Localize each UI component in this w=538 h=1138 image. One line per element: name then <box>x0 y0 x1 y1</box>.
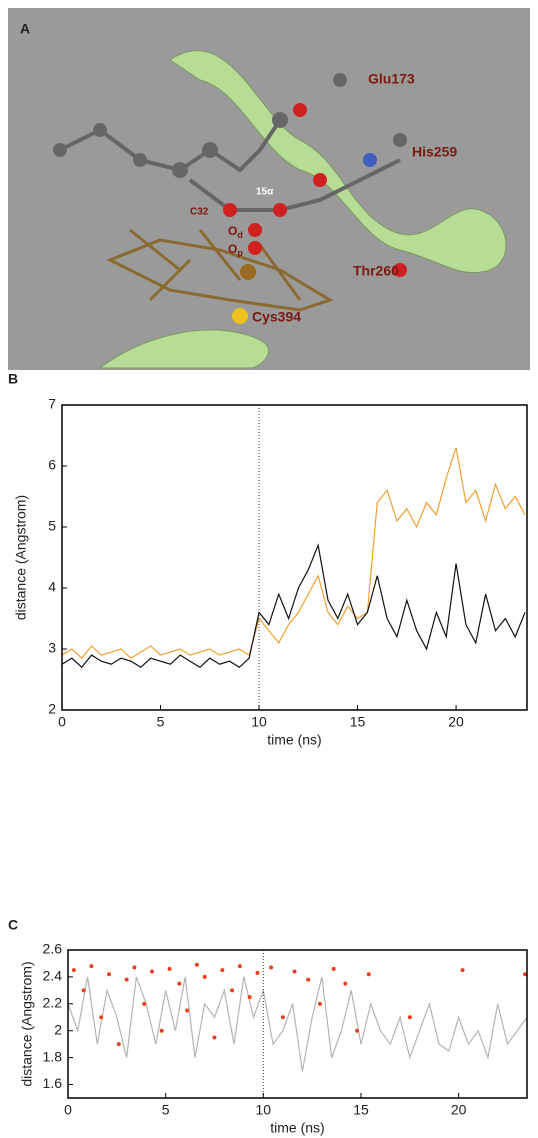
point <box>177 981 182 986</box>
panel-a-background <box>8 8 530 370</box>
point <box>81 988 86 993</box>
point <box>167 966 172 971</box>
atom-label: C32 <box>190 207 209 218</box>
point <box>99 1015 104 1020</box>
heme <box>106 228 334 312</box>
point <box>116 1042 121 1047</box>
residue-label: Cys394 <box>252 309 301 325</box>
point <box>366 972 371 977</box>
x-axis-label: time (ns) <box>270 1120 324 1136</box>
panel-label: A <box>20 21 30 37</box>
x-tick-label: 5 <box>162 1102 170 1118</box>
x-tick-label: 20 <box>448 714 464 730</box>
y-tick-label: 2 <box>48 701 56 717</box>
x-axis-label: time (ns) <box>267 732 321 748</box>
y-tick-label: 4 <box>48 579 56 595</box>
point <box>343 981 348 986</box>
plot-frame <box>61 404 528 711</box>
point <box>212 1035 217 1040</box>
point <box>331 966 336 971</box>
x-tick-label: 10 <box>251 714 267 730</box>
plot-frame <box>67 949 528 1099</box>
molecule-panel: A Glu173 His259 Thr260 Cys394 C32 15α Od… <box>8 8 530 370</box>
point <box>142 1001 147 1006</box>
point <box>306 977 311 982</box>
point <box>107 972 112 977</box>
point <box>523 972 527 977</box>
x-tick-label: 10 <box>256 1102 272 1118</box>
x-tick-label: 0 <box>58 714 66 730</box>
atom: O <box>228 242 237 256</box>
point <box>407 1015 412 1020</box>
ribbon <box>98 329 269 369</box>
y-tick-label: 3 <box>48 640 56 656</box>
point <box>89 964 94 969</box>
panel-label: C <box>8 917 18 933</box>
atom-label: 15α <box>256 187 274 198</box>
y-tick-label: 2.6 <box>43 941 63 957</box>
point <box>230 988 235 993</box>
point <box>247 995 252 1000</box>
residue-label: His259 <box>412 144 457 160</box>
y-tick-label: 7 <box>48 396 56 412</box>
y-tick-label: 1.8 <box>43 1048 63 1064</box>
point <box>159 1028 164 1033</box>
y-tick-label: 6 <box>48 457 56 473</box>
series-line <box>68 976 527 1072</box>
series-line <box>62 543 526 669</box>
ribbon <box>169 50 507 274</box>
x-tick-label: 5 <box>157 714 165 730</box>
atoms <box>53 73 407 324</box>
y-tick-label: 2.2 <box>43 995 63 1011</box>
point <box>202 974 207 979</box>
point <box>317 1001 322 1006</box>
point <box>71 968 76 973</box>
y-axis-label: distance (Angstrom) <box>13 495 29 620</box>
plot-area <box>68 962 527 1072</box>
atom-label: Op <box>228 242 243 258</box>
x-tick-label: 20 <box>451 1102 467 1118</box>
point <box>149 969 154 974</box>
x-tick-label: 15 <box>350 714 366 730</box>
atom-label: Od <box>228 224 243 240</box>
point <box>185 1008 190 1013</box>
point <box>124 977 129 982</box>
point <box>355 1028 360 1033</box>
residue-label: Thr260 <box>353 263 399 279</box>
series-line <box>62 447 526 660</box>
residue-label: Glu173 <box>368 71 415 87</box>
y-tick-label: 2 <box>54 1021 62 1037</box>
point <box>194 962 199 967</box>
y-tick-label: 1.6 <box>43 1075 63 1091</box>
atom-subscript: d <box>237 230 243 240</box>
y-tick-label: 2.4 <box>43 968 63 984</box>
atom-subscript: p <box>237 248 243 258</box>
plot-area <box>62 447 526 669</box>
y-axis-label: distance (Angstrom) <box>19 961 35 1086</box>
atom: O <box>228 224 237 238</box>
point <box>280 1015 285 1020</box>
point <box>460 968 465 973</box>
ligand <box>59 118 401 212</box>
point <box>269 965 274 970</box>
y-tick-label: 5 <box>48 518 56 534</box>
point <box>220 968 225 973</box>
point <box>132 965 137 970</box>
point <box>237 964 242 969</box>
panel-label: B <box>8 371 18 387</box>
x-tick-label: 15 <box>353 1102 369 1118</box>
point <box>255 970 260 975</box>
point <box>292 969 297 974</box>
x-tick-label: 0 <box>64 1102 72 1118</box>
